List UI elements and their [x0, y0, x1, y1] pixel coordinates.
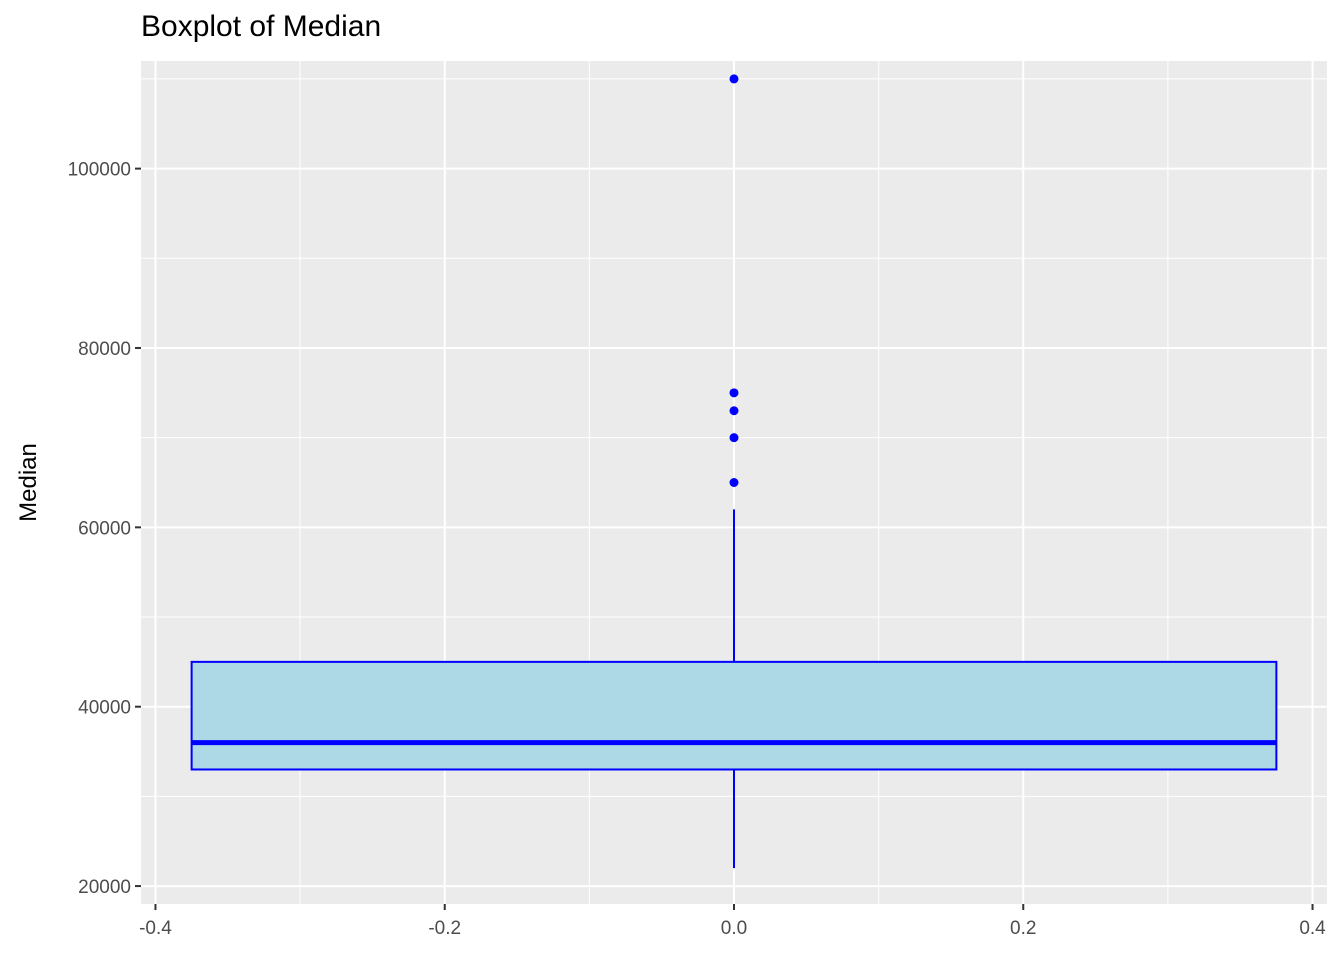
x-tick-label: 0.2 — [1010, 918, 1036, 939]
outlier-point — [729, 74, 739, 84]
y-tick-label: 40000 — [78, 698, 131, 719]
outlier-points — [729, 74, 739, 487]
outlier-point — [729, 433, 739, 443]
x-tick-label: 0.4 — [1299, 918, 1326, 939]
x-tick-label: -0.4 — [139, 918, 172, 939]
x-tick-label: -0.2 — [428, 918, 461, 939]
outlier-point — [729, 406, 739, 416]
y-tick-label: 20000 — [78, 877, 131, 898]
chart-title: Boxplot of Median — [141, 10, 382, 43]
y-tick-label: 60000 — [78, 518, 131, 539]
y-axis: 20000 40000 60000 80000 100000 — [68, 160, 141, 898]
x-tick-label: 0.0 — [721, 918, 747, 939]
x-axis: -0.4 -0.2 0.0 0.2 0.4 — [139, 904, 1326, 939]
box-element — [190, 509, 1278, 869]
outlier-point — [729, 478, 739, 487]
y-axis-label: Median — [15, 443, 42, 522]
y-tick-label: 100000 — [68, 160, 131, 181]
interquartile-box — [190, 660, 1278, 771]
outlier-point — [729, 388, 739, 398]
y-tick-label: 80000 — [78, 339, 131, 360]
